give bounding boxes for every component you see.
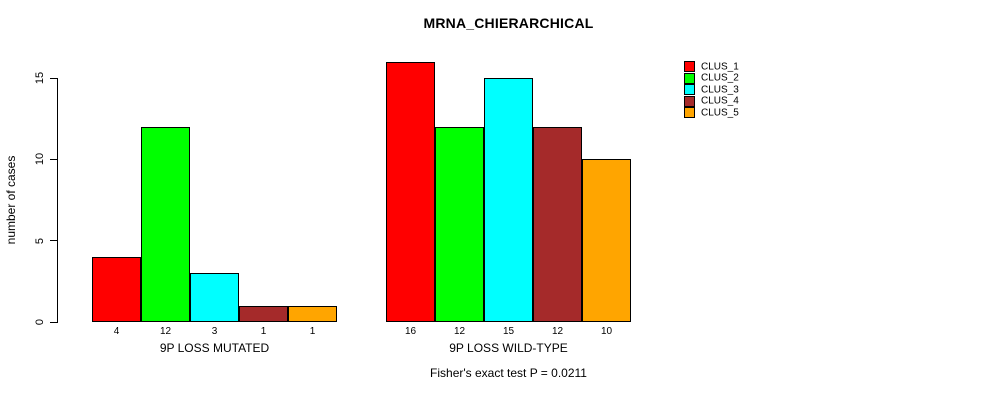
legend-swatch: [684, 107, 695, 118]
bar-clus_3-group2: [484, 78, 533, 322]
y-axis-label: number of cases: [4, 155, 18, 245]
bar-value-label: 1: [260, 326, 267, 337]
legend-swatch: [684, 95, 695, 107]
y-axis-tick: [50, 77, 57, 79]
y-axis-tick: [50, 158, 57, 160]
bar-clus_1-group1: [92, 256, 141, 322]
bar-value-label: 10: [600, 326, 613, 337]
bar-value-label: 12: [453, 326, 466, 337]
bar-value-label: 3: [211, 326, 218, 337]
x-group-label: 9P LOSS WILD-TYPE: [449, 341, 568, 355]
bar-clus_4-group2: [533, 126, 582, 322]
bar-value-label: 16: [404, 326, 417, 337]
y-axis-tick-label: 0: [34, 318, 46, 326]
legend-swatch: [684, 84, 695, 95]
bar-value-label: 1: [309, 326, 316, 337]
y-axis-tick: [50, 321, 57, 323]
legend-label: CLUS_2: [701, 72, 739, 84]
bar-clus_5-group2: [582, 159, 631, 322]
legend-label: CLUS_1: [701, 61, 739, 72]
legend-label: CLUS_5: [701, 107, 739, 118]
y-axis: [57, 78, 58, 323]
bar-clus_2-group2: [435, 126, 484, 322]
legend-swatch: [684, 61, 695, 72]
bar-clus_4-group1: [239, 305, 288, 322]
bar-clus_1-group2: [386, 61, 435, 322]
legend-label: CLUS_3: [701, 84, 739, 95]
y-axis-tick-label: 15: [34, 71, 46, 85]
legend-label: CLUS_4: [701, 95, 739, 107]
x-group-label: 9P LOSS MUTATED: [159, 341, 270, 355]
y-axis-tick-label: 10: [34, 153, 46, 166]
bar-value-label: 15: [502, 326, 515, 337]
bar-clus_2-group1: [141, 126, 190, 322]
legend-swatch: [684, 72, 695, 84]
chart-title: MRNA_CHIERARCHICAL: [423, 15, 594, 31]
bar-value-label: 4: [113, 326, 120, 337]
bar-clus_5-group1: [288, 305, 337, 322]
bar-clus_3-group1: [190, 273, 239, 322]
bar-value-label: 12: [159, 326, 172, 337]
y-axis-tick: [50, 240, 57, 242]
stat-test-annotation: Fisher's exact test P = 0.0211: [430, 366, 587, 380]
y-axis-tick-label: 5: [34, 237, 46, 244]
bar-value-label: 12: [551, 326, 564, 337]
